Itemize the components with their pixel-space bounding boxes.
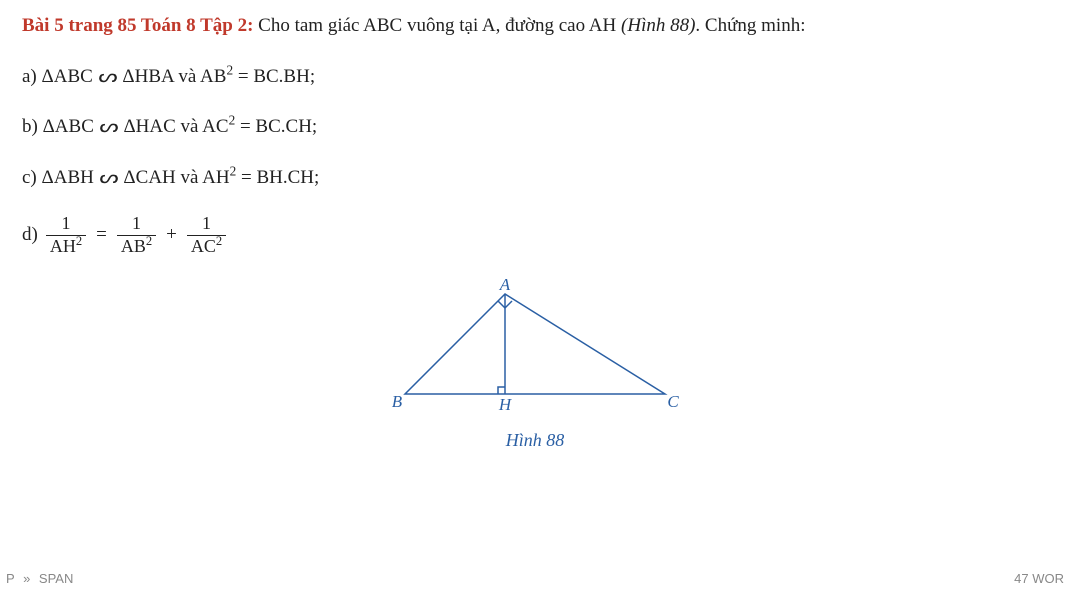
item-b-lhs: ΔABC bbox=[43, 116, 99, 137]
item-a: a) ΔABC ᔕ ΔHBA và AB2 = BC.BH; bbox=[22, 63, 1048, 92]
frac1-num: 1 bbox=[57, 214, 74, 235]
frac1-den-sup: 2 bbox=[76, 234, 82, 248]
frac3-num: 1 bbox=[198, 214, 215, 235]
frac2-den-sup: 2 bbox=[146, 234, 152, 248]
similar-icon: ᔕ bbox=[99, 113, 118, 140]
frac2-num: 1 bbox=[128, 214, 145, 235]
breadcrumb: P » SPAN bbox=[6, 571, 73, 586]
plus-sign: + bbox=[166, 221, 177, 250]
frac3-den-sup: 2 bbox=[216, 234, 222, 248]
item-c-prefix: c) bbox=[22, 167, 42, 188]
item-b-mid: ΔHAC và AC bbox=[119, 116, 229, 137]
frac3-den-base: AC bbox=[191, 236, 216, 256]
word-count: 47 WOR bbox=[1014, 571, 1064, 586]
fraction-2: 1 AB2 bbox=[117, 214, 156, 257]
right-angle-h-icon bbox=[498, 387, 505, 394]
frac2-den-base: AB bbox=[121, 236, 146, 256]
vertex-label-c: C bbox=[667, 392, 679, 411]
item-a-rhs: = BC.BH; bbox=[233, 66, 315, 87]
intro-text-2: . Chứng minh: bbox=[695, 15, 805, 36]
triangle-abc bbox=[405, 294, 665, 394]
fraction-3: 1 AC2 bbox=[187, 214, 226, 257]
document-page: Bài 5 trang 85 Toán 8 Tập 2: Cho tam giá… bbox=[0, 0, 1070, 454]
item-c: c) ΔABH ᔕ ΔCAH và AH2 = BH.CH; bbox=[22, 164, 1048, 193]
frac3-den: AC2 bbox=[187, 235, 226, 257]
vertex-label-b: B bbox=[392, 392, 403, 411]
status-bar: P » SPAN 47 WOR bbox=[0, 567, 1070, 589]
item-c-mid: ΔCAH và AH bbox=[119, 167, 230, 188]
fraction-1: 1 AH2 bbox=[46, 214, 86, 257]
breadcrumb-sep: » bbox=[23, 571, 30, 586]
figure-caption: Hình 88 bbox=[22, 427, 1048, 454]
problem-intro: Bài 5 trang 85 Toán 8 Tập 2: Cho tam giá… bbox=[22, 12, 1048, 41]
intro-text-1: Cho tam giác ABC vuông tại A, đường cao … bbox=[253, 15, 621, 36]
item-a-prefix: a) bbox=[22, 66, 42, 87]
item-c-lhs: ΔABH bbox=[42, 167, 99, 188]
similar-icon: ᔕ bbox=[98, 63, 117, 90]
item-b: b) ΔABC ᔕ ΔHAC và AC2 = BC.CH; bbox=[22, 113, 1048, 142]
vertex-label-a: A bbox=[499, 279, 511, 294]
triangle-figure: A B H C bbox=[365, 279, 705, 414]
item-d: d) 1 AH2 = 1 AB2 + 1 AC2 bbox=[22, 214, 1048, 257]
item-a-lhs: ΔABC bbox=[42, 66, 98, 87]
item-c-rhs: = BH.CH; bbox=[236, 167, 319, 188]
frac1-den-base: AH bbox=[50, 236, 76, 256]
frac1-den: AH2 bbox=[46, 235, 86, 257]
problem-title: Bài 5 trang 85 Toán 8 Tập 2: bbox=[22, 15, 253, 36]
figure-container: A B H C Hình 88 bbox=[22, 279, 1048, 455]
equals-sign: = bbox=[96, 221, 107, 250]
frac2-den: AB2 bbox=[117, 235, 156, 257]
item-a-mid: ΔHBA và AB bbox=[118, 66, 227, 87]
item-d-prefix: d) bbox=[22, 221, 38, 250]
intro-figure-ref: (Hình 88) bbox=[621, 15, 695, 36]
breadcrumb-span[interactable]: SPAN bbox=[39, 571, 73, 586]
item-b-rhs: = BC.CH; bbox=[235, 116, 317, 137]
item-b-prefix: b) bbox=[22, 116, 43, 137]
similar-icon: ᔕ bbox=[99, 164, 118, 191]
item-d-equation: 1 AH2 = 1 AB2 + 1 AC2 bbox=[42, 214, 230, 257]
breadcrumb-p[interactable]: P bbox=[6, 571, 14, 586]
vertex-label-h: H bbox=[498, 395, 513, 414]
